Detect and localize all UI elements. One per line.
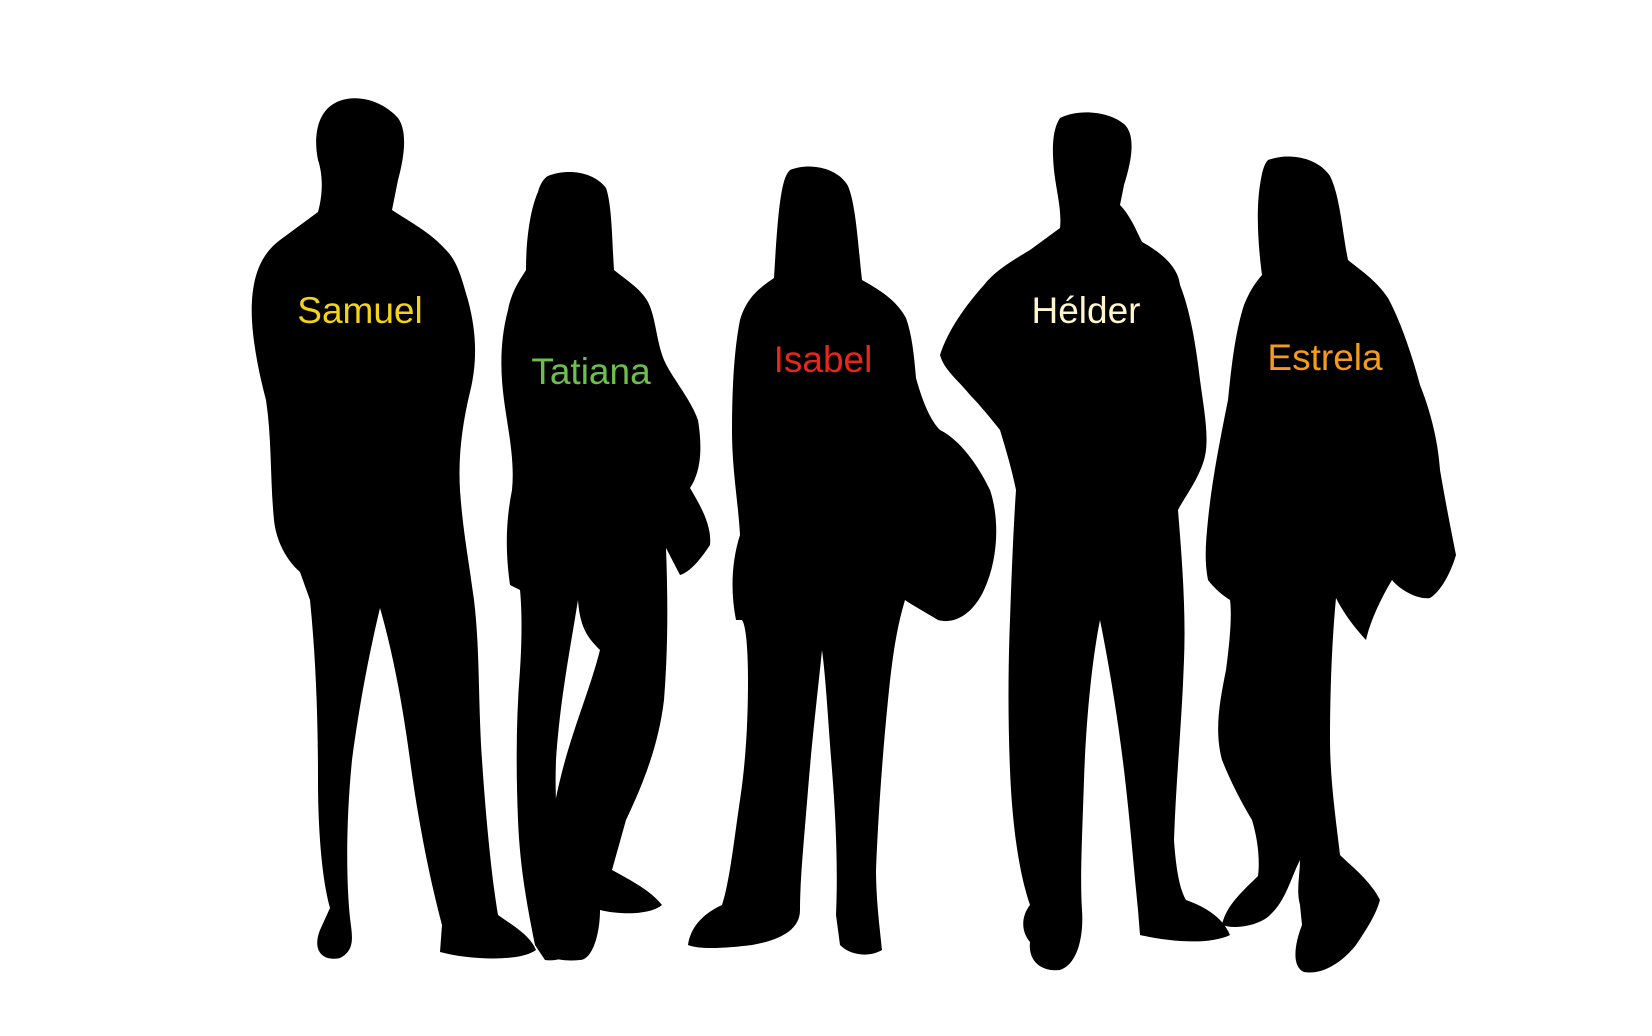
silhouette-isabel: [688, 166, 997, 955]
silhouette-tatiana: [501, 172, 711, 961]
name-label-estrela: Estrela: [1267, 337, 1383, 378]
person-helder: Hélder: [940, 112, 1230, 971]
name-label-samuel: Samuel: [297, 290, 422, 331]
silhouette-samuel: [251, 98, 537, 959]
name-label-tatiana: Tatiana: [531, 351, 651, 392]
person-tatiana: Tatiana: [501, 172, 711, 961]
person-estrela: Estrela: [1205, 156, 1456, 973]
person-samuel: Samuel: [251, 98, 537, 959]
name-label-helder: Hélder: [1032, 290, 1141, 331]
person-isabel: Isabel: [688, 166, 997, 955]
name-label-isabel: Isabel: [774, 339, 873, 380]
silhouette-helder: [940, 112, 1230, 971]
silhouette-estrela: [1205, 156, 1456, 973]
